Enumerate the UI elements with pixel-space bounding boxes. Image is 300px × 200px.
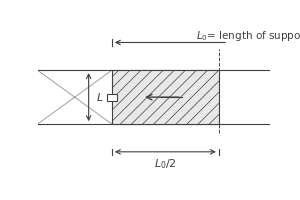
- Text: $L_0$/2: $L_0$/2: [154, 157, 177, 171]
- Text: $L_0$= length of supported slab: $L_0$= length of supported slab: [196, 29, 300, 43]
- Bar: [112, 70, 219, 124]
- Bar: [107, 94, 117, 101]
- Text: $L$: $L$: [96, 91, 103, 103]
- Bar: [38, 70, 270, 124]
